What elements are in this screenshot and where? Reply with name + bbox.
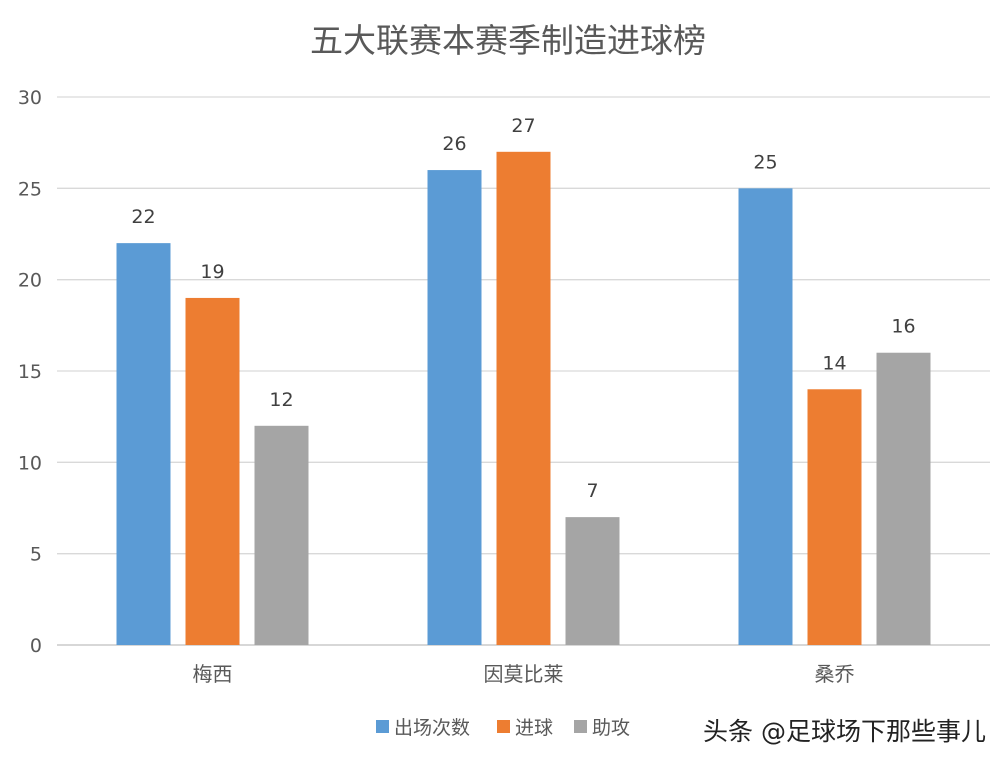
legend-label: 出场次数 [394, 717, 470, 739]
x-axis-ticks: 梅西 因莫比莱 桑乔 [193, 662, 855, 686]
legend: 出场次数 进球 助攻 [376, 717, 630, 739]
data-label: 14 [822, 352, 846, 374]
y-tick-label: 10 [18, 452, 42, 474]
data-label: 7 [586, 480, 598, 502]
data-label: 16 [891, 316, 915, 338]
data-label: 19 [200, 261, 224, 283]
y-axis-ticks: 0 5 10 15 20 25 30 [18, 87, 42, 657]
chart-title: 五大联赛本赛季制造进球榜 [310, 21, 706, 60]
legend-swatch [574, 720, 587, 733]
data-label: 27 [511, 115, 535, 137]
x-tick-label: 桑乔 [815, 662, 855, 686]
legend-swatch [497, 720, 510, 733]
data-label: 22 [131, 206, 155, 228]
data-label: 26 [442, 133, 466, 155]
bar [738, 188, 793, 646]
legend-label: 助攻 [592, 717, 630, 739]
legend-label: 进球 [515, 717, 553, 739]
bar [254, 425, 309, 645]
x-tick-label: 梅西 [193, 662, 233, 686]
watermark: 头条 @足球场下那些事儿 [703, 717, 986, 746]
y-tick-label: 30 [18, 87, 42, 109]
bar [565, 517, 620, 645]
data-label: 25 [753, 151, 777, 173]
data-labels: 22 19 12 26 27 7 25 14 16 [131, 115, 915, 502]
bar [807, 389, 862, 645]
bar [876, 352, 931, 645]
y-tick-label: 20 [18, 270, 42, 292]
bar [496, 151, 551, 646]
bar [427, 170, 482, 646]
y-tick-label: 25 [18, 178, 42, 200]
data-label: 12 [269, 389, 293, 411]
y-tick-label: 15 [18, 361, 42, 383]
legend-swatch [376, 720, 389, 733]
x-tick-label: 因莫比莱 [484, 662, 564, 686]
y-tick-label: 0 [30, 635, 42, 657]
bar [185, 297, 240, 645]
bars [116, 151, 931, 646]
y-tick-label: 5 [30, 544, 42, 566]
bar [116, 243, 171, 645]
